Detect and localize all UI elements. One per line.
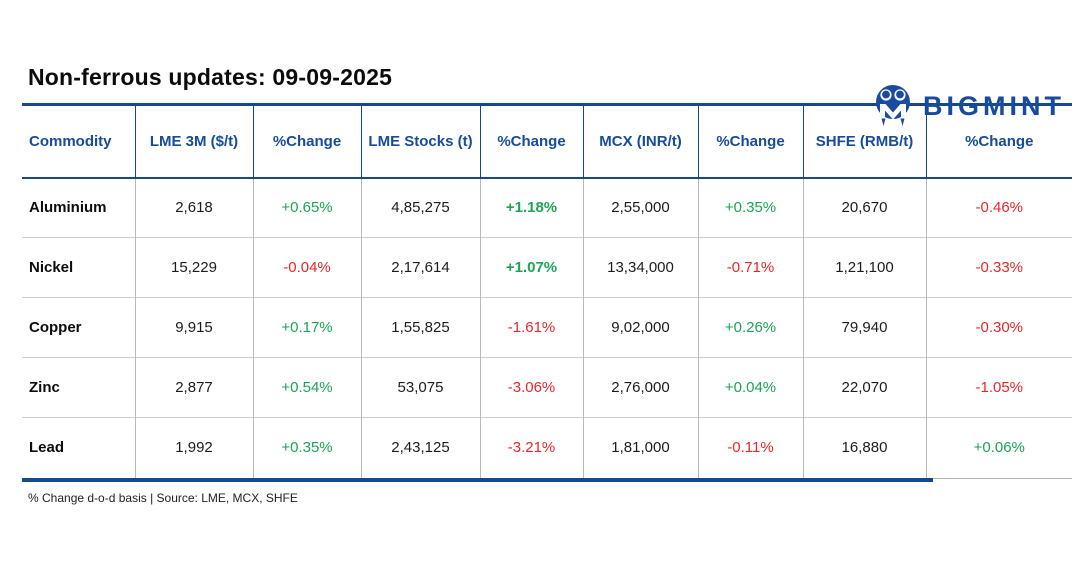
table-row-zinc: Zinc 2,877 +0.54% 53,075 -3.06% 2,76,000… [22,357,1072,418]
header-lme-3m-change: %Change [252,104,361,179]
lme-stocks-cell: 53,075 [360,357,480,418]
bigmint-logo: BIGMINT [873,83,1065,129]
table-row-lead: Lead 1,992 +0.35% 2,43,125 -3.21% 1,81,0… [22,417,1072,478]
lme-3m-cell: 1,992 [134,417,253,478]
lme-3m-change-cell: -0.04% [252,237,361,298]
table-row-aluminium: Aluminium 2,618 +0.65% 4,85,275 +1.18% 2… [22,177,1072,238]
shfe-change-cell: +0.06% [925,417,1072,478]
source-footnote: % Change d-o-d basis | Source: LME, MCX,… [28,490,298,505]
table-row-nickel: Nickel 15,229 -0.04% 2,17,614 +1.07% 13,… [22,237,1072,298]
mcx-change-cell: -0.71% [697,237,803,298]
lme-stocks-cell: 1,55,825 [360,297,480,358]
header-lme-3m: LME 3M ($/t) [134,104,253,179]
header-mcx-change: %Change [697,104,803,179]
mcx-change-cell: +0.26% [697,297,803,358]
shfe-cell: 20,670 [802,177,926,238]
commodity-cell: Aluminium [29,199,107,217]
lme-stocks-change-cell: +1.18% [479,177,583,238]
commodity-cell: Zinc [22,357,135,418]
header-shfe: SHFE (RMB/t) [802,104,926,179]
table-header-row: Commodity LME 3M ($/t) %Change LME Stock… [22,104,1072,179]
header-lme-stocks: LME Stocks (t) [360,104,480,179]
lme-3m-cell: 15,229 [134,237,253,298]
bottom-border-gray-segment [933,477,1072,479]
mcx-change-cell: -0.11% [697,417,803,478]
brand-name: BIGMINT [923,90,1065,121]
commodity-cell: Copper [22,297,135,358]
mcx-cell: 1,81,000 [582,417,698,478]
lme-3m-cell: 2,877 [134,357,253,418]
lme-3m-change-cell: +0.54% [252,357,361,418]
mcx-cell: 2,55,000 [582,177,698,238]
mcx-cell: 9,02,000 [582,297,698,358]
shfe-change-cell: -1.05% [925,357,1072,418]
lme-stocks-change-cell: -3.21% [479,417,583,478]
shfe-cell: 16,880 [802,417,926,478]
lme-3m-change-cell: +0.17% [252,297,361,358]
lme-3m-cell: 2,618 [134,177,253,238]
lme-3m-cell: 9,915 [134,297,253,358]
header-shfe-change: %Change [925,104,1072,179]
bigmint-people-m-icon [876,85,910,126]
lme-stocks-cell: 2,43,125 [360,417,480,478]
shfe-change-cell: -0.30% [925,297,1072,358]
commodity-cell: Lead [22,417,135,478]
lme-3m-change-cell: +0.65% [252,177,361,238]
commodity-table: Commodity LME 3M ($/t) %Change LME Stock… [22,103,1072,483]
shfe-change-cell: -0.33% [925,237,1072,298]
mcx-cell: 2,76,000 [582,357,698,418]
lme-stocks-cell: 4,85,275 [360,177,480,238]
shfe-cell: 79,940 [802,297,926,358]
table-row-copper: Copper 9,915 +0.17% 1,55,825 -1.61% 9,02… [22,297,1072,358]
shfe-change-cell: -0.46% [925,177,1072,238]
mcx-cell: 13,34,000 [582,237,698,298]
table-bottom-border [22,477,1072,483]
header-commodity: Commodity [22,104,135,179]
shfe-cell: 22,070 [802,357,926,418]
lme-stocks-change-cell: -3.06% [479,357,583,418]
lme-stocks-change-cell: -1.61% [479,297,583,358]
lme-stocks-change-cell: +1.07% [479,237,583,298]
header-lme-stocks-change: %Change [479,104,583,179]
page-title: Non-ferrous updates: 09-09-2025 [28,64,393,90]
mcx-change-cell: +0.04% [697,357,803,418]
mcx-change-cell: +0.35% [697,177,803,238]
lme-3m-change-cell: +0.35% [252,417,361,478]
lme-stocks-cell: 2,17,614 [360,237,480,298]
bottom-border-navy-segment [22,477,933,482]
commodity-cell: Nickel [22,237,135,298]
shfe-cell: 1,21,100 [802,237,926,298]
header-mcx: MCX (INR/t) [582,104,698,179]
